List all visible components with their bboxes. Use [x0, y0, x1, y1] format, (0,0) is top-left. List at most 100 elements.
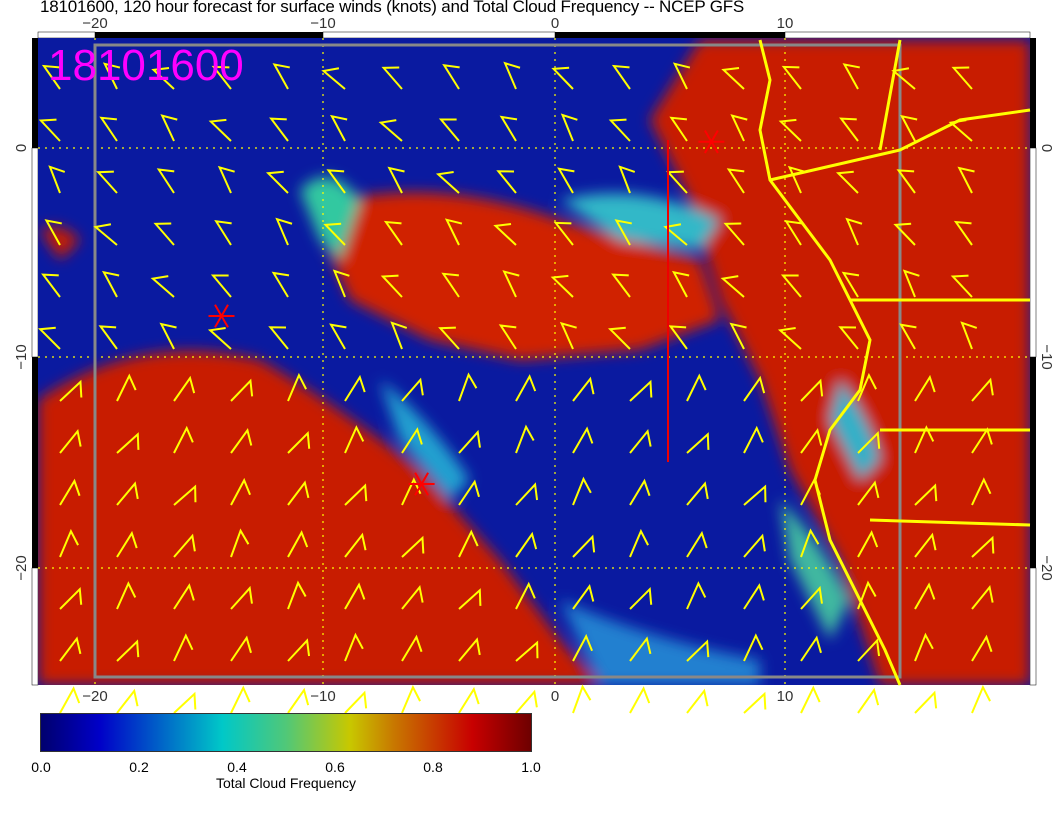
- wind-barb: [287, 372, 307, 402]
- wind-barb: [780, 274, 802, 298]
- wind-barb: [401, 427, 423, 454]
- wind-barb: [914, 582, 936, 610]
- wind-barb: [503, 61, 521, 90]
- lon-tick-top: 0: [551, 15, 559, 32]
- wind-barb: [899, 114, 918, 142]
- wind-barb: [214, 219, 232, 246]
- storm-markers: [208, 129, 725, 496]
- wind-barb: [971, 584, 994, 610]
- colorbar: [40, 713, 532, 752]
- wind-barb: [210, 274, 232, 298]
- wind-barb: [800, 585, 823, 610]
- wind-barb: [116, 481, 139, 506]
- wind-barb: [173, 533, 196, 558]
- wind-barb: [743, 533, 766, 558]
- wind-barb: [800, 428, 823, 454]
- wind-barb: [332, 269, 350, 298]
- wind-barb: [59, 478, 81, 506]
- wind-barb: [551, 66, 574, 90]
- wind-barb: [572, 426, 594, 454]
- wind-barb: [614, 219, 632, 246]
- wind-barb: [93, 223, 118, 246]
- wind-barb: [559, 321, 577, 350]
- wind-barb: [150, 275, 175, 298]
- wind-barb: [971, 535, 995, 558]
- wind-barb: [800, 477, 821, 506]
- lon-tick-top: 10: [777, 15, 794, 32]
- wind-barb: [401, 377, 424, 402]
- wind-barb: [686, 530, 708, 558]
- wind-barb: [116, 432, 140, 454]
- wind-barb: [953, 220, 973, 246]
- wind-barb: [629, 528, 649, 558]
- red-asterisk-icon: [698, 129, 725, 154]
- wind-barb: [151, 66, 175, 90]
- wind-barb: [101, 270, 120, 298]
- wind-barb: [458, 429, 481, 454]
- wind-barb: [891, 67, 916, 90]
- top-axis-bar: [37, 31, 1031, 39]
- wind-barb: [800, 528, 820, 558]
- colorbar-tick: 0.8: [423, 759, 443, 775]
- wind-barb: [951, 66, 973, 90]
- wind-barb: [839, 117, 859, 142]
- wind-barb: [272, 63, 290, 90]
- wind-barb: [800, 635, 822, 662]
- colorbar-tick: 0.4: [227, 759, 247, 775]
- wind-barb: [153, 222, 175, 246]
- wind-barb: [686, 581, 707, 610]
- wind-barb: [380, 274, 403, 298]
- wind-barb: [458, 529, 479, 558]
- wind-barb: [230, 635, 252, 662]
- colorbar-tick: 1.0: [521, 759, 541, 775]
- wind-barb: [835, 170, 859, 194]
- wind-barb: [857, 638, 881, 662]
- wind-barb: [441, 272, 460, 298]
- wind-barb: [841, 271, 860, 298]
- left-axis-bar: [31, 38, 1037, 686]
- wind-barb: [663, 223, 688, 246]
- wind-barb: [611, 64, 631, 90]
- wind-barb: [560, 113, 578, 142]
- wind-barb: [173, 375, 196, 402]
- wind-barb: [960, 321, 978, 350]
- wind-barb: [59, 686, 81, 714]
- wind-barb: [48, 165, 66, 194]
- wind-barb: [857, 372, 877, 402]
- wind-barb: [914, 374, 936, 402]
- wind-barb: [287, 480, 310, 506]
- wind-barb: [572, 534, 596, 558]
- red-asterisk-icon: [408, 472, 435, 496]
- wind-barb: [269, 117, 289, 142]
- wind-barb: [669, 116, 688, 142]
- wind-barb: [116, 373, 137, 402]
- wind-barb: [857, 480, 880, 506]
- wind-barb: [557, 167, 575, 194]
- wind-barb: [857, 687, 880, 714]
- lat-tick-left: −10: [13, 344, 30, 369]
- wind-barb: [268, 326, 289, 350]
- wind-barb: [743, 375, 766, 402]
- wind-barb: [726, 168, 745, 194]
- wind-barb: [777, 327, 802, 350]
- wind-barb: [607, 326, 631, 350]
- wind-barb: [390, 321, 408, 350]
- wind-barb: [287, 638, 311, 662]
- wind-barb: [173, 425, 194, 454]
- wind-barb: [515, 424, 535, 454]
- wind-barb: [217, 165, 235, 194]
- lon-tick-bottom: −10: [310, 688, 335, 705]
- wind-barb: [41, 273, 61, 298]
- wind-barb: [230, 477, 251, 506]
- wind-barb: [686, 373, 707, 402]
- wind-barb: [838, 326, 859, 350]
- date-stamp: 18101600: [48, 41, 244, 90]
- wind-barb: [857, 530, 879, 558]
- map-title: 18101600, 120 hour forecast for surface …: [40, 0, 745, 16]
- wind-barb: [730, 114, 748, 142]
- wind-barb: [344, 582, 366, 610]
- wind-barb: [173, 484, 197, 506]
- wind-barb: [344, 374, 366, 402]
- wind-barb: [572, 376, 595, 402]
